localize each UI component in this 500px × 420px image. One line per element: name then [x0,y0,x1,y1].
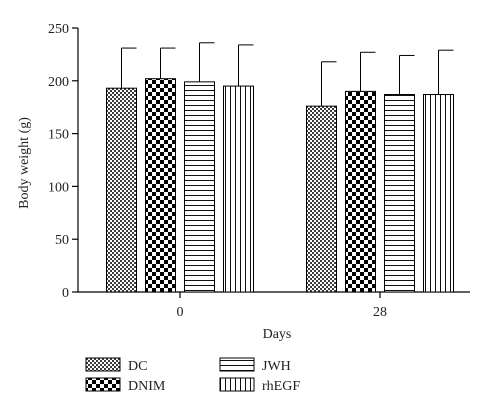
x-tick-label: 0 [177,305,184,320]
legend-swatch [85,377,121,392]
y-axis: 0 50 100 150 200 250 [48,22,79,301]
legend-item-dc: DC [85,357,147,374]
x-tick-label: 28 [373,305,387,320]
bar-jwh-0 [184,81,215,293]
bar-dnim-28 [345,90,376,293]
y-tick-label: 200 [48,75,69,90]
bar-rhegf-0 [223,85,254,293]
bar-jwh-28 [384,94,415,293]
y-tick-label: 0 [62,286,69,301]
bar-dnim-0 [145,78,176,293]
legend-item-dnim: DNIM [85,377,166,394]
bars [106,42,454,293]
bar-rhegf-28 [423,94,454,293]
legend-item-jwh: JWH [219,357,291,374]
legend-label: JWH [262,359,291,374]
legend-label: rhEGF [262,379,300,394]
legend-swatch [85,357,121,372]
x-axis-label: Days [263,327,292,342]
y-axis-label: Body weight (g) [17,117,32,209]
legend-label: DNIM [128,379,166,394]
y-tick-label: 100 [48,180,69,195]
x-axis: 0 28 [78,291,470,320]
legend-swatch [219,377,255,392]
legend-label: DC [128,359,147,374]
y-tick-label: 150 [48,128,69,143]
legend-item-rhegf: rhEGF [219,377,300,394]
y-tick-label: 50 [55,233,69,248]
bar-dc-0 [106,87,137,293]
legend-swatch [219,357,255,372]
bar-dc-28 [306,105,337,293]
y-tick-label: 250 [48,22,69,37]
legend: DC DNIM JWH rhEGF [85,357,300,394]
